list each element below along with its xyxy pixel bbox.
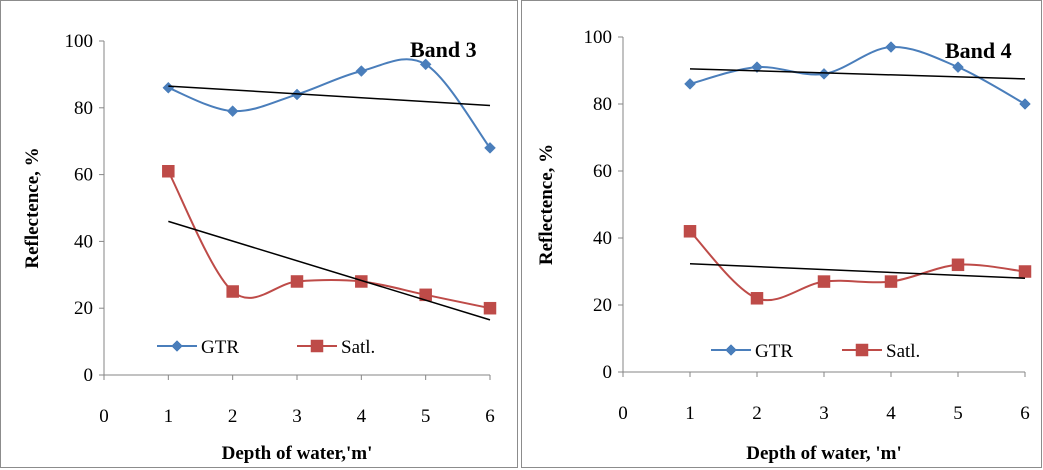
- x-tick-label: 1: [164, 406, 174, 427]
- data-point-satl: [162, 165, 175, 178]
- legend-label-gtr: GTR: [201, 337, 239, 358]
- x-tick-label: 5: [953, 403, 963, 424]
- x-tick-label: 4: [357, 406, 367, 427]
- data-point-satl: [750, 292, 764, 305]
- series-line-gtr: [167, 58, 491, 149]
- y-tick-label: 60: [74, 165, 93, 186]
- y-tick-label: 20: [74, 298, 93, 319]
- legend-label-gtr: GTR: [755, 341, 793, 362]
- data-point-satl: [951, 258, 965, 272]
- legend-marker-gtr: [171, 340, 183, 352]
- data-point-gtr: [818, 67, 830, 80]
- legend-marker-satl: [855, 343, 869, 357]
- y-tick-label: 60: [593, 161, 612, 182]
- x-tick-label: 3: [819, 403, 829, 424]
- chart-band-4: 0 20 40 60 80 100 0 1 2 3 4 5 6 Depth of water, 'm' Re…: [536, 27, 1032, 464]
- chart-band-3: 0 20 40 60 80 100 0 1 2 3 4 5 6 Depth of water,'m' Ref…: [22, 31, 497, 464]
- y-tick-label: 100: [65, 31, 94, 52]
- data-point-satl: [1018, 265, 1032, 278]
- y-axis-title: Reflectence, %: [22, 147, 43, 268]
- data-point-gtr: [885, 41, 897, 53]
- data-point-gtr: [952, 61, 964, 74]
- x-tick-label: 0: [99, 406, 109, 427]
- x-tick-label: 2: [228, 406, 238, 427]
- x-tick-label: 3: [292, 406, 302, 427]
- x-tick-label: 5: [421, 406, 431, 427]
- legend-label-satl: Satl.: [341, 337, 375, 358]
- x-tick-label: 2: [752, 403, 762, 424]
- y-tick-label: 80: [74, 98, 93, 119]
- x-tick-label: 6: [485, 406, 495, 427]
- data-point-satl: [226, 285, 239, 298]
- x-tick-label: 1: [685, 403, 695, 424]
- trendline-satl: [168, 220, 491, 321]
- trendline-gtr: [689, 68, 1026, 80]
- trendline-gtr: [168, 85, 491, 107]
- data-point-satl: [483, 301, 497, 315]
- series-line-gtr: [689, 46, 1026, 105]
- chart-title: Band 3: [410, 37, 477, 62]
- x-tick-label: 4: [886, 403, 896, 424]
- data-point-satl: [884, 275, 898, 288]
- data-point-satl: [683, 225, 697, 238]
- chart-title: Band 4: [945, 38, 1012, 63]
- y-axis-title: Reflectence, %: [536, 144, 557, 265]
- data-point-gtr: [419, 58, 432, 71]
- data-point-satl: [290, 275, 304, 288]
- y-tick-label: 40: [593, 228, 612, 249]
- chart-panel-band-3: 0 20 40 60 80 100 0 1 2 3 4 5 6 Depth of water,'m' Ref…: [0, 0, 518, 468]
- y-tick-label: 0: [84, 365, 94, 386]
- chart-panel-band-4: 0 20 40 60 80 100 0 1 2 3 4 5 6 Depth of water, 'm' Re…: [521, 0, 1042, 468]
- data-point-gtr: [1019, 98, 1031, 110]
- data-point-gtr: [484, 142, 496, 154]
- trendline-satl: [689, 263, 1026, 279]
- y-tick-label: 20: [593, 295, 612, 316]
- data-point-gtr: [226, 105, 239, 117]
- legend-label-satl: Satl.: [886, 341, 920, 362]
- x-axis-title: Depth of water, 'm': [746, 443, 902, 464]
- legend-marker-satl: [310, 339, 324, 353]
- data-point-gtr: [751, 61, 763, 74]
- series-line-satl: [167, 170, 491, 310]
- y-tick-label: 0: [603, 362, 613, 383]
- x-axis-title: Depth of water,'m': [222, 443, 373, 464]
- y-tick-label: 40: [74, 231, 93, 252]
- data-point-satl: [817, 275, 831, 288]
- data-point-satl: [355, 275, 368, 288]
- x-tick-label: 0: [618, 403, 628, 424]
- data-point-gtr: [162, 81, 175, 94]
- legend-marker-gtr: [725, 344, 737, 356]
- y-tick-label: 100: [584, 27, 613, 48]
- x-tick-label: 6: [1020, 403, 1030, 424]
- y-tick-label: 80: [593, 94, 612, 115]
- data-point-gtr: [355, 65, 368, 77]
- data-point-gtr: [684, 78, 696, 90]
